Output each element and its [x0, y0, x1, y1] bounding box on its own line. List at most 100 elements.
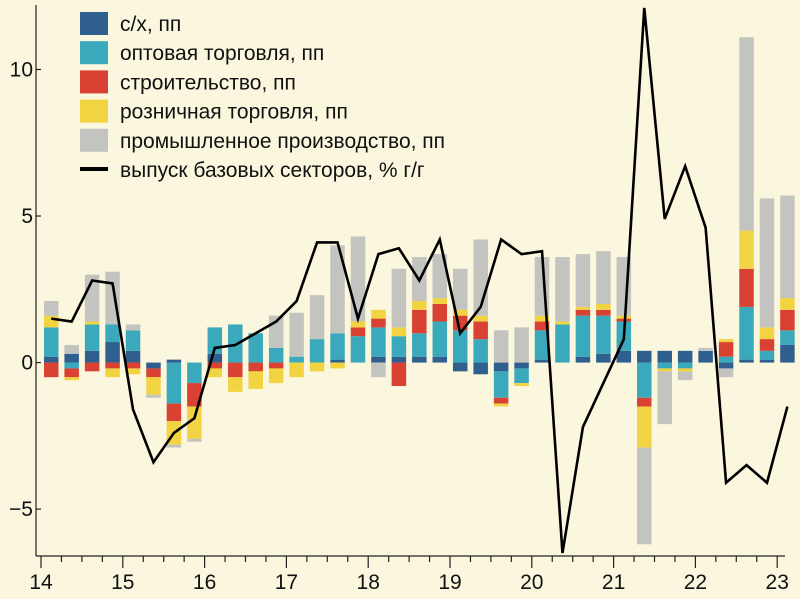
bar-segment [780, 309, 795, 331]
bar-segment [84, 362, 100, 372]
bar-segment [146, 394, 161, 398]
bar-segment [493, 371, 509, 398]
bar-segment [718, 356, 734, 363]
bar-segment [268, 362, 284, 369]
bar-segment [330, 359, 345, 363]
x-tick-label: 21 [602, 571, 625, 594]
bar-segment [637, 447, 652, 545]
bar-segment [657, 362, 672, 369]
bar-segment [84, 350, 100, 363]
bar-segment [432, 298, 448, 304]
bar-segment [187, 438, 202, 442]
bar-segment [391, 336, 407, 357]
bar-segment [657, 371, 672, 425]
bar-segment [555, 324, 570, 363]
bar-segment [207, 368, 223, 378]
bar-segment [493, 330, 509, 363]
bar-segment [575, 306, 591, 310]
bar-segment [759, 198, 775, 328]
bar-segment [64, 353, 79, 363]
bar-segment [514, 362, 529, 369]
bar-segment [412, 301, 427, 310]
bar-segment [575, 254, 591, 307]
bar-segment [391, 362, 407, 387]
bar-segment [596, 251, 611, 304]
bar-segment [739, 306, 754, 360]
x-tick-label: 19 [438, 571, 461, 594]
bar-segment [289, 362, 304, 378]
bar-segment [718, 362, 734, 369]
bar-segment [64, 368, 79, 378]
bar-segment [555, 257, 570, 322]
bar-segment [452, 268, 468, 310]
bar-segment [534, 315, 550, 322]
bar-segment [207, 362, 223, 369]
bar-segment [473, 321, 488, 340]
bar-segment [575, 356, 591, 363]
bar-segment [637, 397, 652, 407]
bar-segment [452, 309, 468, 316]
bar-segment [412, 333, 427, 357]
bar-segment [309, 362, 325, 372]
bar-segment [677, 368, 693, 372]
bar-segment [391, 356, 407, 363]
bar-segment [309, 295, 325, 340]
bar-segment [309, 339, 325, 363]
x-tick-label: 20 [520, 571, 543, 594]
bar-segment [493, 362, 509, 372]
bar-segment [432, 321, 448, 357]
bar-segment [698, 347, 713, 351]
bar-segment [412, 356, 427, 363]
bar-segment [84, 321, 100, 325]
bar-segment [718, 342, 734, 357]
x-tick-label: 14 [29, 571, 53, 594]
bar-segment [698, 350, 713, 363]
bar-segment [166, 362, 182, 404]
bar-segment [248, 362, 263, 372]
bar-segment [657, 350, 672, 363]
bar-segment [43, 362, 59, 378]
bar-segment [146, 368, 161, 378]
legend-label: оптовая торговля, пп [120, 42, 324, 65]
bar-segment [739, 359, 754, 363]
bar-segment [187, 406, 202, 439]
bar-segment [432, 303, 448, 322]
bar-segment [248, 333, 263, 363]
bar-segment [289, 312, 304, 357]
bar-segment [677, 350, 693, 363]
bar-segment [268, 347, 284, 363]
bar-segment [207, 353, 223, 363]
bar-segment [575, 309, 591, 316]
bar-segment [391, 268, 407, 328]
bar-segment [64, 362, 79, 369]
bar-segment [228, 362, 243, 378]
bar-segment [146, 362, 161, 369]
bar-segment [432, 254, 448, 299]
chart-bars [43, 37, 795, 545]
bar-segment [125, 330, 141, 351]
chart-legend: с/х, пп оптовая торговля, пп строительство… [80, 12, 445, 182]
bar-segment [759, 327, 775, 340]
bar-segment [371, 327, 386, 357]
bar-segment [371, 318, 386, 328]
bar-segment [555, 321, 570, 325]
chart-axes: −5 0 5 10 14 15 16 17 18 19 20 21 22 23 [9, 5, 789, 594]
bar-segment [166, 403, 182, 422]
bar-segment [64, 377, 79, 381]
bar-segment [780, 330, 795, 345]
x-tick-label: 15 [111, 571, 134, 594]
y-tick-label: 10 [10, 58, 33, 81]
bar-segment [432, 356, 448, 363]
bar-segment [616, 315, 632, 319]
bar-segment [371, 309, 386, 319]
legend-label: выпуск базовых секторов, % г/г [120, 159, 425, 182]
bar-segment [514, 368, 529, 384]
bar-segment [43, 356, 59, 363]
bar-segment [575, 315, 591, 357]
bar-segment [371, 362, 386, 378]
x-tick-label: 23 [766, 571, 789, 594]
bar-segment [350, 236, 366, 322]
bar-segment [125, 368, 141, 375]
bar-segment [43, 327, 59, 357]
bar-segment [350, 321, 366, 328]
